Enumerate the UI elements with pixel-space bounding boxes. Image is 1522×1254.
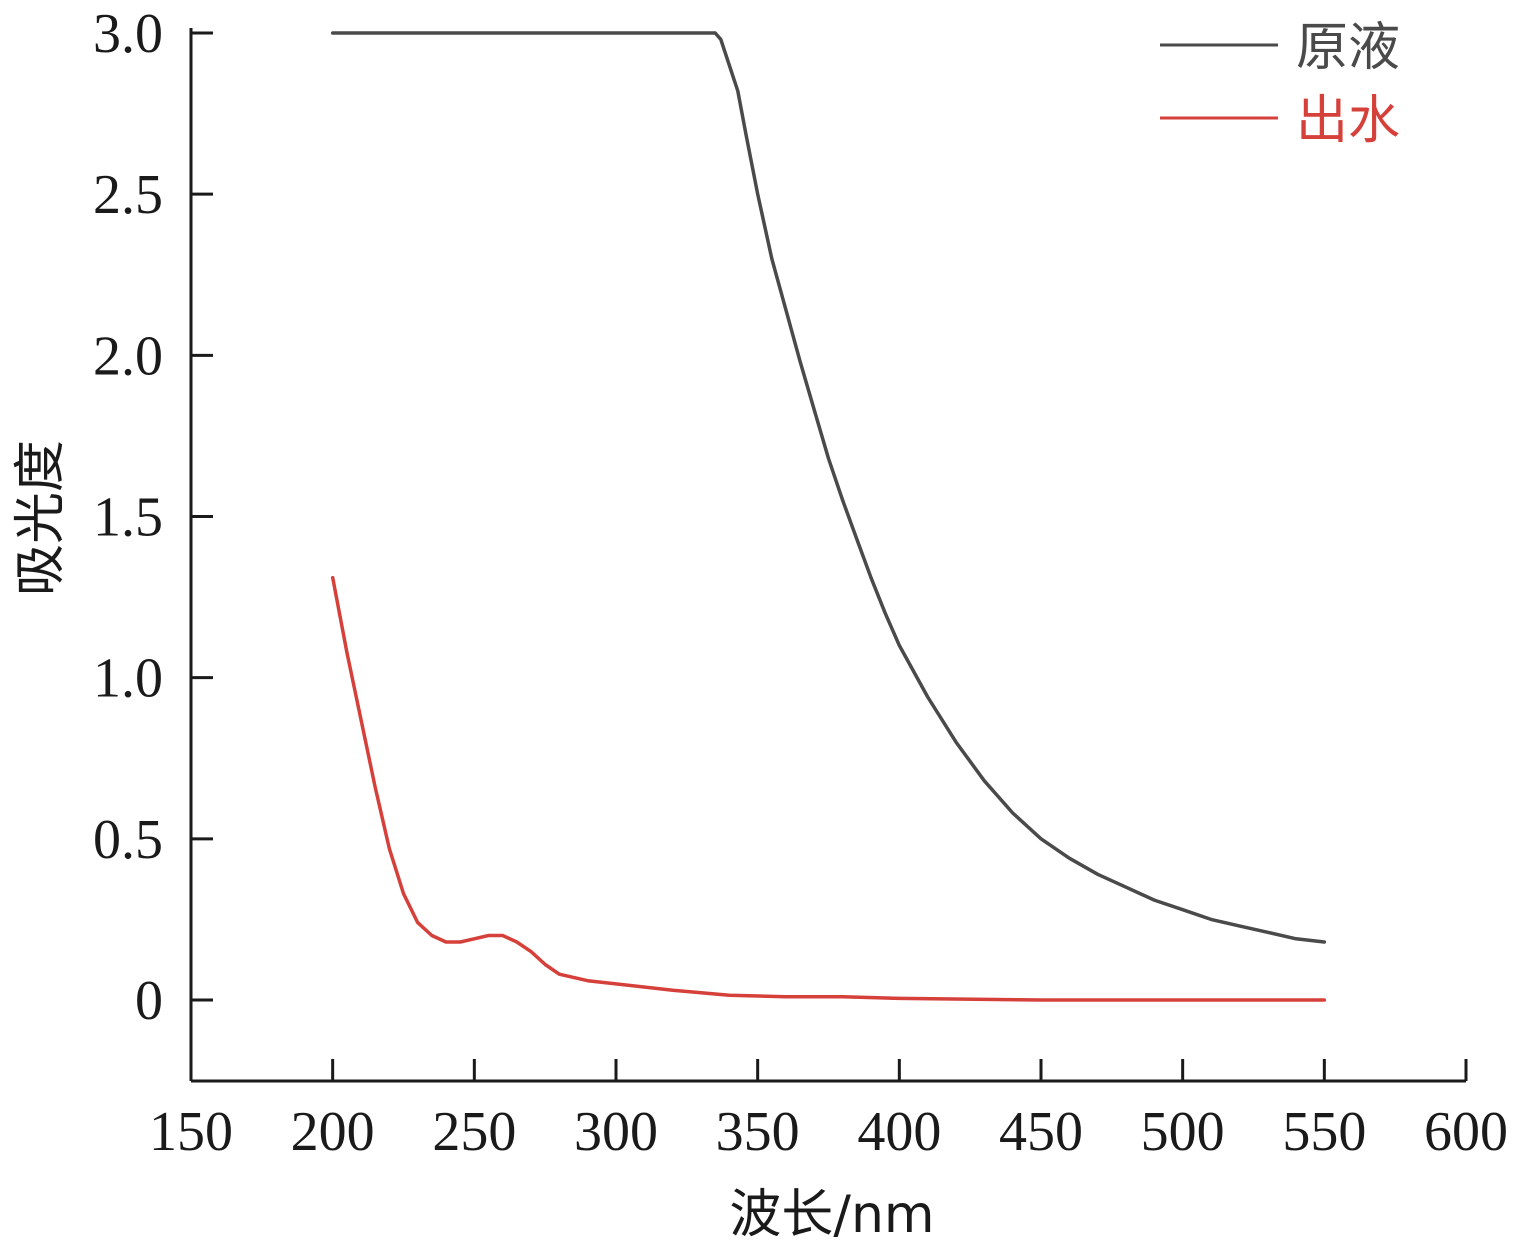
y-tick-label-6: 3.0 [93, 3, 163, 65]
y-tick-label-0: 0 [135, 970, 163, 1032]
x-tick-label-2: 250 [432, 1101, 516, 1163]
x-tick-label-9: 600 [1424, 1101, 1508, 1163]
x-tick-label-4: 350 [716, 1101, 800, 1163]
x-tick-label-7: 500 [1141, 1101, 1225, 1163]
x-ticks: 150 200 250 300 350 400 450 500 550 600 [149, 1059, 1508, 1163]
x-tick-label-3: 300 [574, 1101, 658, 1163]
y-tick-label-1: 0.5 [93, 809, 163, 871]
legend-label-0: 原液 [1296, 18, 1400, 78]
x-tick-label-1: 200 [291, 1101, 375, 1163]
y-tick-label-3: 1.5 [93, 487, 163, 549]
x-tick-label-8: 550 [1282, 1101, 1366, 1163]
x-tick-label-5: 400 [857, 1101, 941, 1163]
series-line-0 [330, 31, 1327, 944]
y-ticks: 0 0.5 1.0 1.5 2.0 2.5 3.0 [93, 3, 213, 1032]
y-tick-label-2: 1.0 [93, 648, 163, 710]
series-line-1 [330, 575, 1327, 1002]
x-axis-title: 波长/nm [729, 1185, 934, 1245]
x-tick-label-0: 150 [149, 1101, 233, 1163]
y-tick-label-5: 2.5 [93, 164, 163, 226]
y-tick-label-4: 2.0 [93, 325, 163, 387]
y-axis-title: 吸光度 [11, 440, 71, 596]
series-layer [330, 31, 1327, 1002]
legend: 原液 出水 [1160, 18, 1400, 151]
legend-label-1: 出水 [1296, 91, 1400, 151]
x-tick-label-6: 450 [999, 1101, 1083, 1163]
axes [189, 28, 1466, 1083]
